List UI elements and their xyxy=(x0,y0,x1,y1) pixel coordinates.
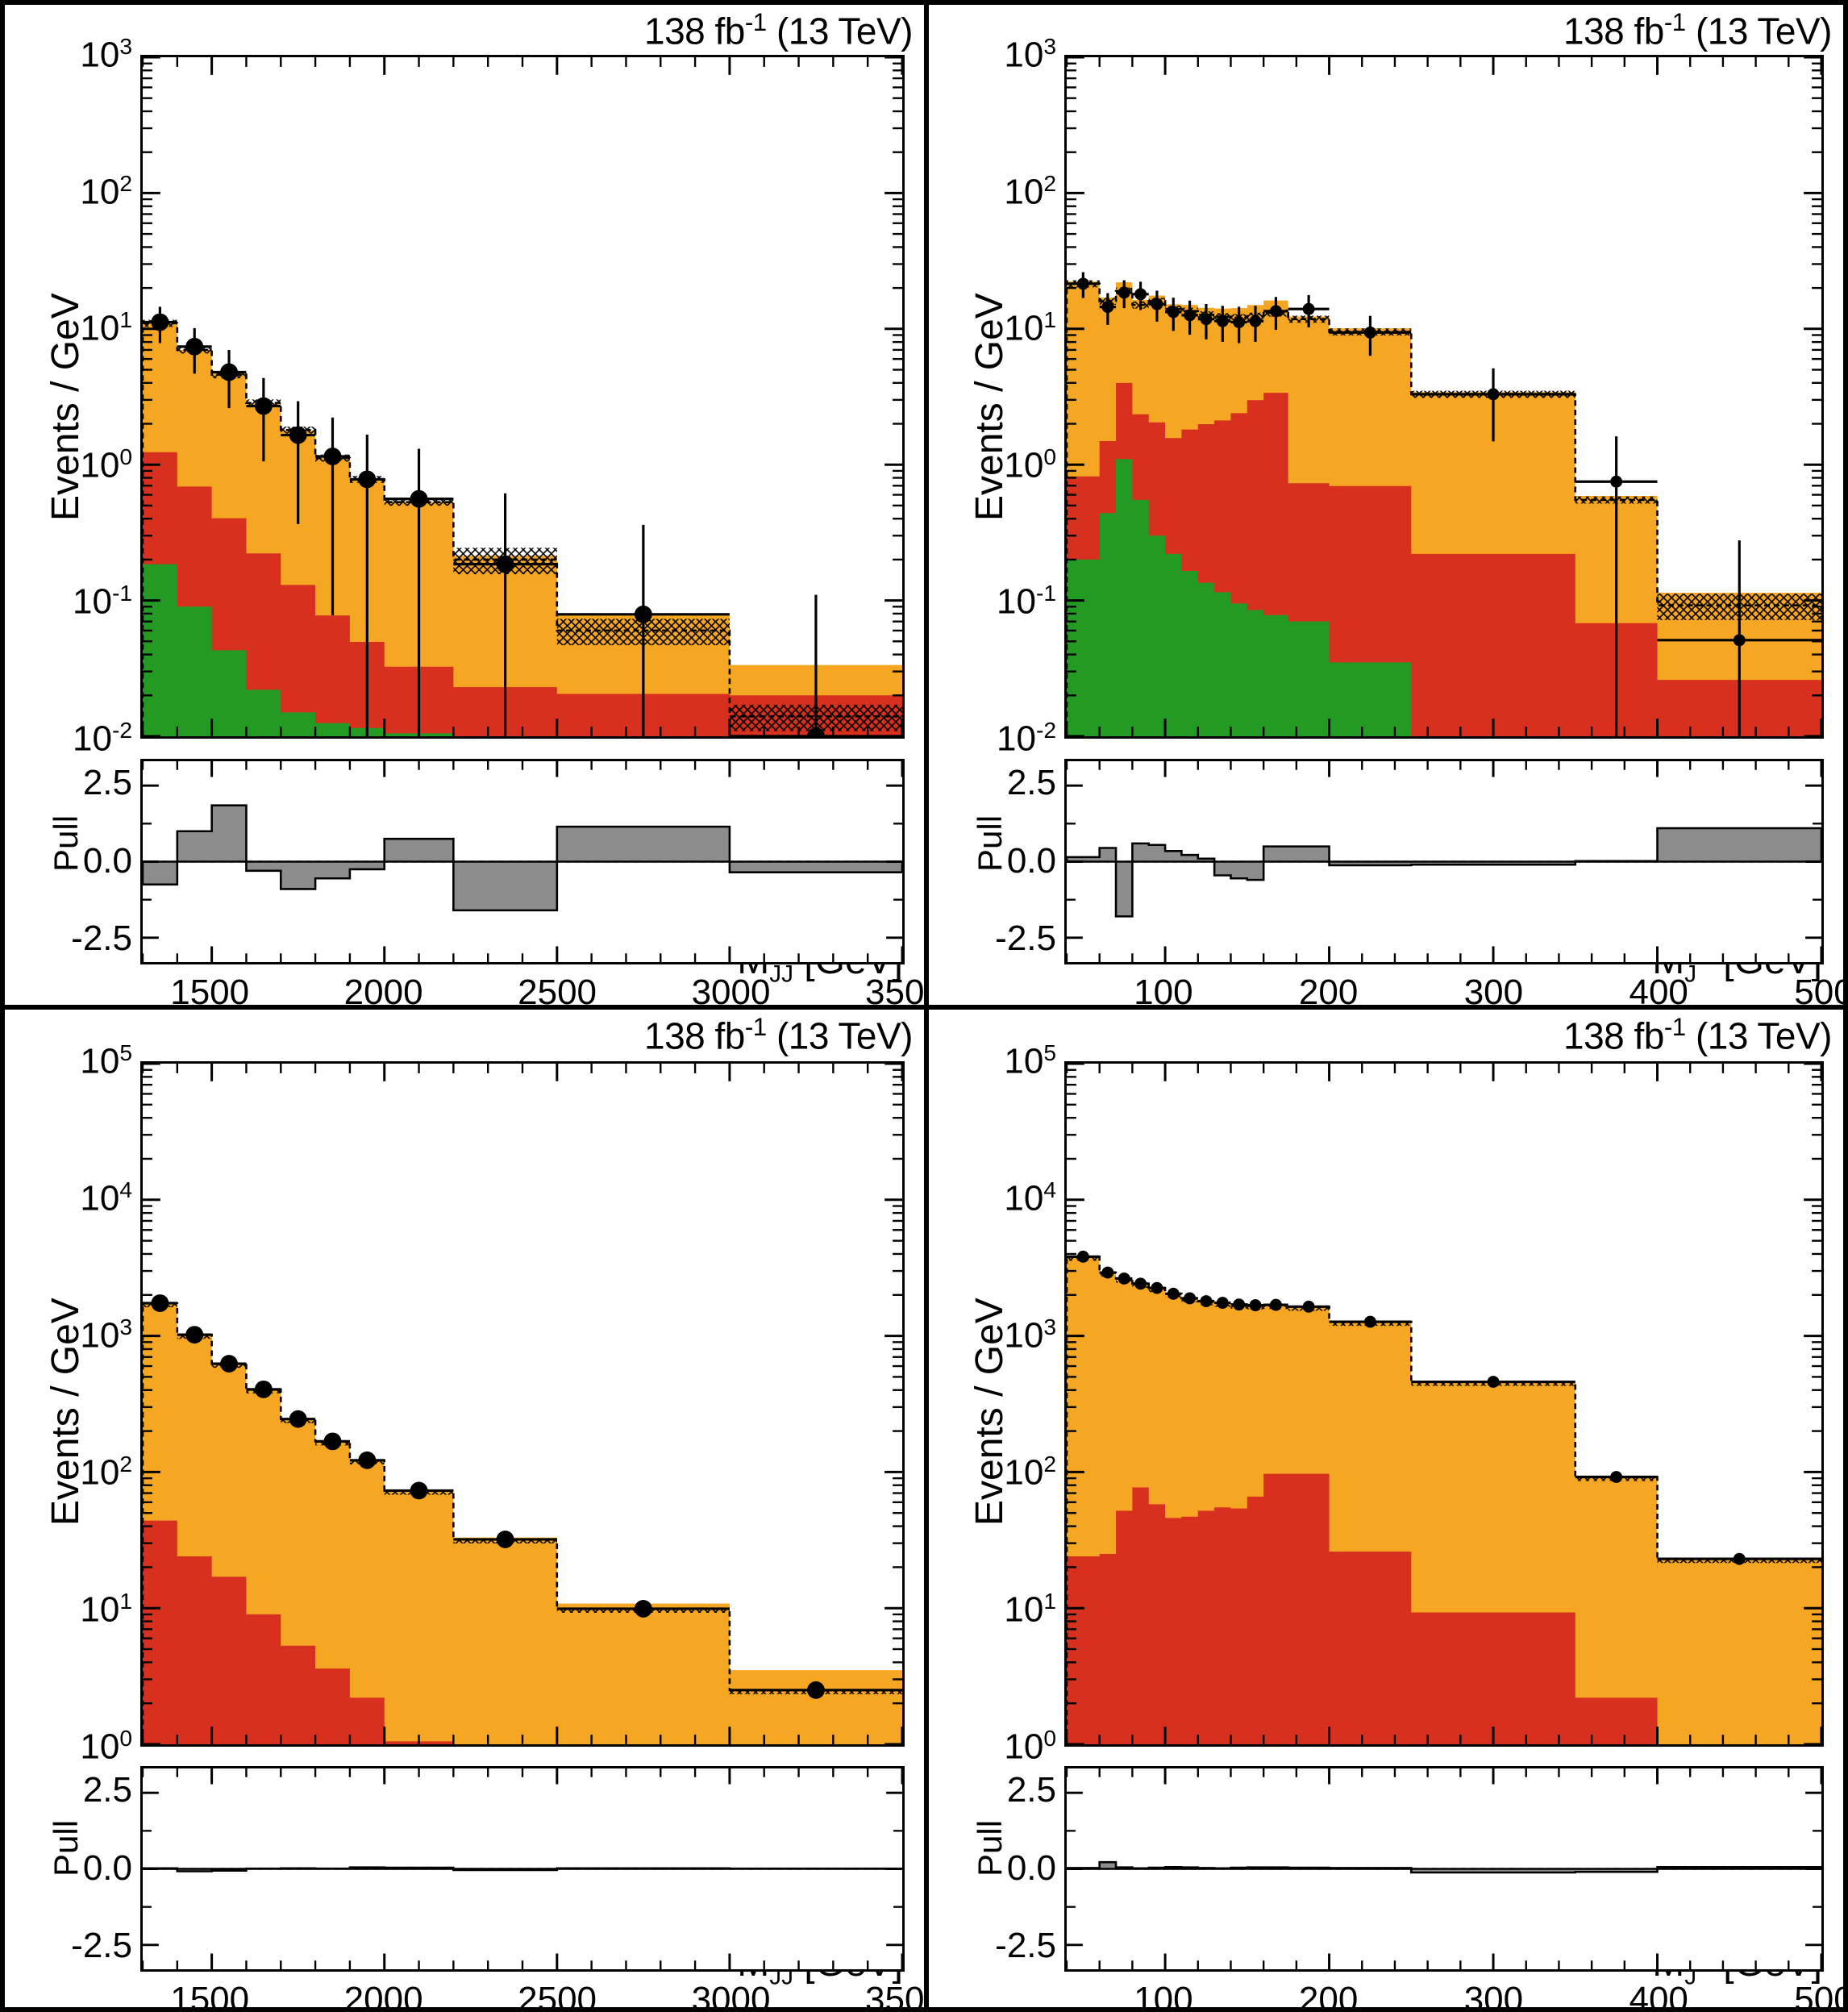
y-tick-label: 10-1 xyxy=(997,581,1056,623)
y-tick-label: 101 xyxy=(1004,1589,1056,1630)
x-tick-label: 2500 xyxy=(518,973,597,1010)
y-tick-label: 103 xyxy=(1004,1314,1056,1356)
pull-y-tick-label: 0.0 xyxy=(1006,840,1056,881)
main-plot-area xyxy=(1064,55,1824,739)
x-tick-label: 1500 xyxy=(170,1980,250,2012)
y-tick-label: 101 xyxy=(1004,307,1056,348)
main-plot-area xyxy=(1064,1061,1824,1747)
x-tick-label: 3500 xyxy=(865,1980,925,2012)
pull-plot-area xyxy=(140,1766,905,1972)
y-tick-label: 102 xyxy=(80,170,132,212)
pull-y-tick-label: 2.5 xyxy=(1006,1769,1056,1810)
y-tick-label: 100 xyxy=(80,1725,132,1767)
pull-y-tick-label: -2.5 xyxy=(995,1926,1056,1966)
y-tick-label: 104 xyxy=(80,1177,132,1218)
lumi-energy-label: 138 fb-1 (13 TeV) xyxy=(643,8,914,52)
y-tick-label: 103 xyxy=(80,34,132,75)
y-tick-label: 101 xyxy=(80,307,132,348)
y-tick-label: 102 xyxy=(1004,1452,1056,1493)
x-tick-label: 2000 xyxy=(343,973,423,1010)
y-tick-label: 10-2 xyxy=(73,717,132,759)
x-tick-label: 100 xyxy=(1134,973,1193,1010)
lumi-energy-label: 138 fb-1 (13 TeV) xyxy=(1563,1013,1833,1057)
pull-y-tick-label: -2.5 xyxy=(71,1926,132,1966)
x-tick-label: 3500 xyxy=(865,973,925,1010)
x-tick-label: 100 xyxy=(1134,1980,1193,2012)
x-tick-label: 500 xyxy=(1794,973,1848,1010)
y-tick-label: 104 xyxy=(1004,1177,1056,1218)
lumi-energy-label: 138 fb-1 (13 TeV) xyxy=(1563,8,1833,52)
pull-y-tick-label: 0.0 xyxy=(82,1847,132,1888)
pull-y-tick-label: 0.0 xyxy=(1006,1847,1056,1888)
pull-y-tick-label: -2.5 xyxy=(71,919,132,959)
main-plot-area xyxy=(140,1061,905,1747)
pull-y-tick-label: 2.5 xyxy=(1006,762,1056,802)
pull-plot-area xyxy=(1064,759,1824,964)
panel-sr-pass-mjy: 138 fb-1 (13 TeV) Events / GeV Pull MJY … xyxy=(924,0,1848,1010)
pull-plot-area xyxy=(140,759,905,964)
x-tick-label: 300 xyxy=(1463,1980,1524,2012)
x-tick-label: 200 xyxy=(1298,973,1359,1010)
pull-y-tick-label: 0.0 xyxy=(82,840,132,881)
panel-sr-fail-mjy: 138 fb-1 (13 TeV) Events / GeV Pull MJY … xyxy=(924,1005,1848,2012)
pull-y-tick-label: -2.5 xyxy=(995,919,1056,959)
x-tick-label: 2000 xyxy=(343,1980,423,2012)
y-tick-label: 10-2 xyxy=(997,717,1056,759)
x-tick-label: 2500 xyxy=(518,1980,597,2012)
y-tick-label: 103 xyxy=(1004,34,1056,75)
y-tick-label: 101 xyxy=(80,1589,132,1630)
y-tick-label: 103 xyxy=(80,1314,132,1356)
y-tick-label: 100 xyxy=(1004,444,1056,485)
y-tick-label: 10-1 xyxy=(73,581,132,623)
y-tick-label: 100 xyxy=(1004,1725,1056,1767)
x-tick-label: 1500 xyxy=(170,973,250,1010)
x-tick-label: 3000 xyxy=(691,1980,771,2012)
y-tick-label: 105 xyxy=(1004,1040,1056,1081)
x-tick-label: 300 xyxy=(1463,973,1524,1010)
panel-sr-pass-mjj: 138 fb-1 (13 TeV) Events / GeV Pull MJJ … xyxy=(0,0,929,1010)
panel-sr-fail-mjj: 138 fb-1 (13 TeV) Events / GeV Pull MJJ … xyxy=(0,1005,929,2012)
x-tick-label: 400 xyxy=(1629,1980,1688,2012)
y-tick-label: 105 xyxy=(80,1040,132,1081)
x-tick-label: 200 xyxy=(1298,1980,1359,2012)
y-tick-label: 102 xyxy=(1004,170,1056,212)
pull-y-tick-label: 2.5 xyxy=(82,1769,132,1810)
x-tick-label: 3000 xyxy=(691,973,771,1010)
y-tick-label: 102 xyxy=(80,1452,132,1493)
main-plot-area xyxy=(140,55,905,739)
y-tick-label: 100 xyxy=(80,444,132,485)
pull-y-tick-label: 2.5 xyxy=(82,762,132,802)
x-tick-label: 500 xyxy=(1794,1980,1848,2012)
lumi-energy-label: 138 fb-1 (13 TeV) xyxy=(643,1013,914,1057)
x-tick-label: 400 xyxy=(1629,973,1688,1010)
pull-plot-area xyxy=(1064,1766,1824,1972)
